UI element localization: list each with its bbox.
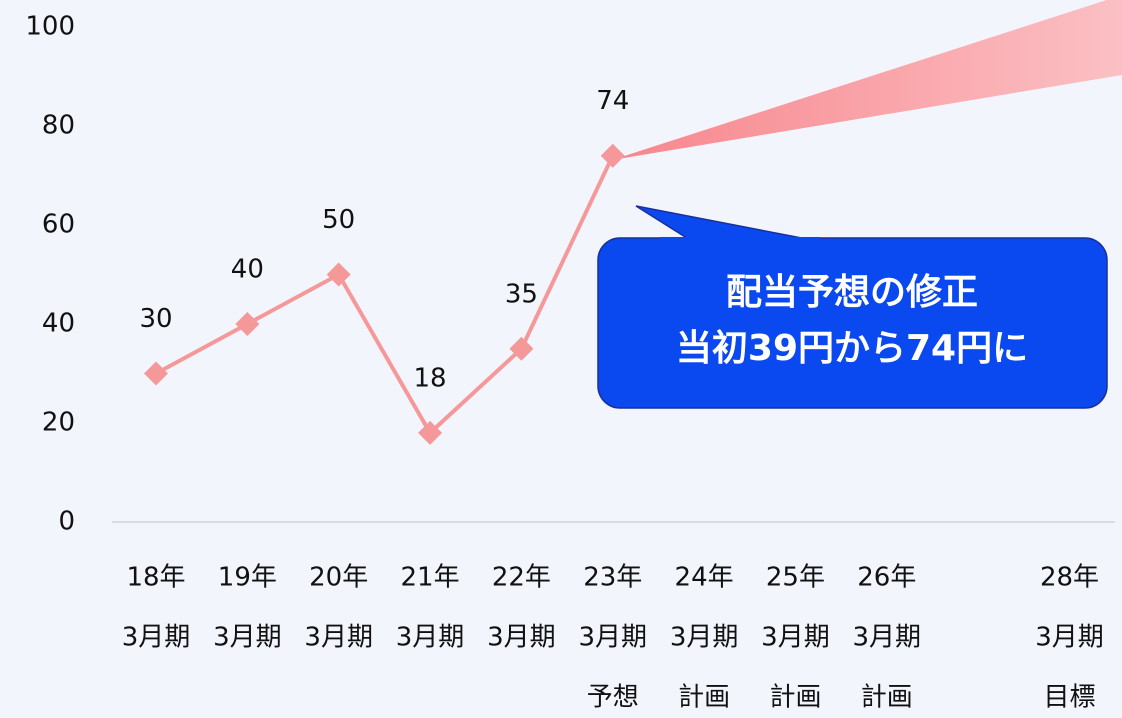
x-tick-label: 3月期	[670, 623, 739, 653]
x-tick-label: 22年	[492, 563, 551, 593]
data-label: 35	[505, 279, 538, 309]
data-label: 18	[414, 363, 447, 393]
x-tick-label: 3月期	[487, 623, 556, 653]
x-tick-label: 18年	[126, 563, 185, 593]
x-tick-label: 予想	[587, 683, 639, 713]
marker	[235, 312, 260, 336]
y-tick-label: 100	[25, 12, 75, 42]
x-tick-label: 3月期	[122, 623, 191, 653]
x-tick-label: 28年	[1040, 563, 1099, 593]
callout-text: 当初39円から74円に	[676, 328, 1028, 369]
x-tick-label: 3月期	[396, 623, 465, 653]
marker	[509, 336, 534, 361]
x-tick-label: 計画	[678, 683, 730, 713]
marker	[600, 143, 625, 168]
data-label: 50	[322, 205, 355, 235]
x-tick-label: 3月期	[213, 623, 282, 653]
x-tick-label: 3月期	[853, 623, 922, 653]
x-tick-label: 計画	[861, 683, 913, 713]
data-label: 74	[596, 86, 629, 116]
y-tick-label: 20	[42, 408, 75, 438]
x-tick-label: 3月期	[578, 623, 647, 653]
line	[155, 154, 615, 437]
callout: 配当予想の修正 当初39円から74円に	[597, 205, 1108, 409]
marker	[326, 262, 351, 287]
x-tick-label: 24年	[675, 563, 734, 593]
x-tick-label: 20年	[309, 563, 368, 593]
y-tick-label: 80	[42, 111, 75, 141]
x-tick-label: 23年	[583, 563, 642, 593]
y-tick-label: 0	[58, 507, 75, 537]
x-tick-label: 19年	[218, 563, 277, 593]
y-tick-label: 40	[42, 309, 75, 339]
callout-box	[597, 237, 1108, 409]
x-tick-label: 3月期	[304, 623, 373, 653]
x-tick-label: 3月期	[1035, 623, 1104, 653]
data-label: 40	[231, 255, 264, 285]
callout-join	[660, 237, 820, 243]
x-tick-label: 26年	[857, 563, 916, 593]
marker	[418, 420, 443, 445]
x-tick-label: 21年	[401, 563, 460, 593]
x-tick-label: 目標	[1043, 683, 1095, 713]
y-tick-label: 60	[42, 210, 75, 240]
marker	[144, 361, 168, 386]
growth-fan	[612, 0, 1122, 160]
data-label: 30	[139, 304, 172, 334]
callout-text: 配当予想の修正	[726, 272, 978, 313]
x-tick-label: 計画	[769, 683, 821, 713]
x-tick-label: 3月期	[761, 623, 830, 653]
x-tick-label: 25年	[766, 563, 825, 593]
